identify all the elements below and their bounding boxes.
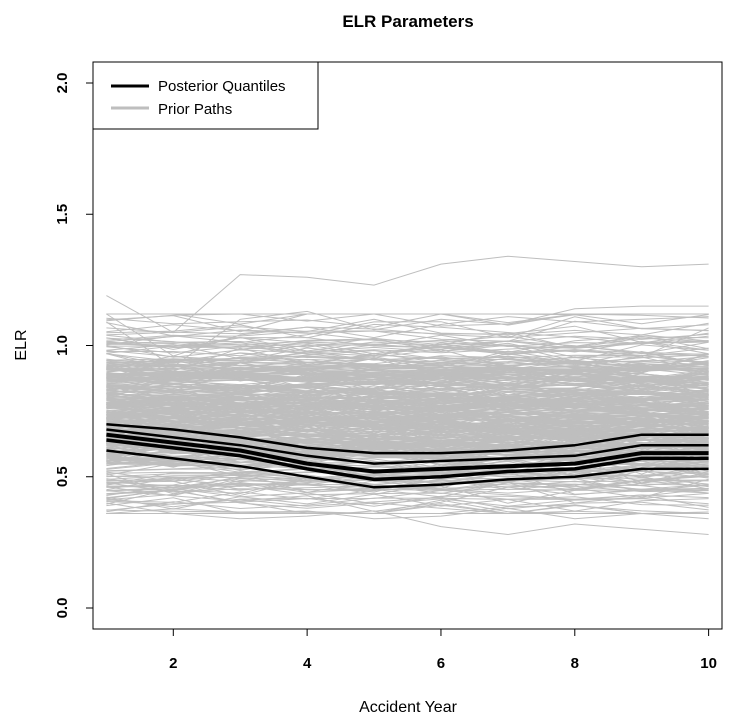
posterior-quantile-line: [106, 423, 709, 455]
prior-path: [106, 350, 709, 367]
chart-title: ELR Parameters: [342, 12, 473, 31]
prior-path: [106, 320, 709, 342]
posterior-quantiles-layer: [106, 423, 709, 489]
prior-path: [106, 327, 709, 358]
prior-path: [106, 469, 709, 486]
prior-path: [106, 372, 709, 400]
prior-path: [106, 410, 709, 431]
prior-path: [106, 372, 709, 390]
prior-path-outlier: [106, 502, 709, 536]
x-axis-label: Accident Year: [359, 699, 458, 716]
y-axis: 0.0 0.5 1.0 1.5 2.0: [54, 73, 94, 619]
prior-path: [106, 496, 709, 511]
x-tick-label: 4: [303, 655, 312, 672]
prior-path-outlier: [106, 305, 709, 368]
posterior-quantile-line: [106, 428, 709, 465]
y-axis-label: ELR: [13, 329, 30, 360]
legend: Posterior Quantiles Prior Paths: [92, 61, 319, 130]
y-tick-label: 1.5: [54, 204, 71, 225]
prior-path: [106, 345, 709, 361]
x-tick-label: 8: [571, 655, 579, 672]
prior-path-outlier: [106, 489, 709, 515]
posterior-quantile-line: [106, 449, 709, 489]
legend-label-posterior: Posterior Quantiles: [158, 78, 286, 95]
prior-path: [106, 415, 709, 436]
legend-label-prior: Prior Paths: [158, 101, 232, 118]
prior-path: [106, 409, 709, 435]
prior-path: [106, 316, 709, 344]
x-axis: 2 4 6 8 10: [169, 628, 717, 672]
prior-path: [106, 501, 709, 515]
prior-path: [106, 484, 709, 501]
prior-path: [106, 313, 709, 333]
posterior-quantile-line: [106, 438, 709, 482]
prior-path: [106, 373, 709, 391]
prior-path: [106, 413, 709, 433]
prior-path: [106, 357, 709, 375]
prior-path: [106, 410, 709, 433]
prior-path: [106, 397, 709, 413]
prior-path: [106, 375, 709, 391]
prior-path: [106, 412, 709, 425]
prior-path: [106, 497, 709, 513]
prior-path: [106, 313, 709, 324]
prior-path: [106, 442, 709, 466]
prior-path: [106, 398, 709, 412]
prior-path: [106, 372, 709, 389]
prior-path: [106, 397, 709, 416]
prior-path: [106, 363, 709, 376]
prior-paths-layer: [106, 255, 709, 536]
legend-box: [92, 61, 319, 130]
prior-path: [106, 420, 709, 445]
y-tick-label: 1.0: [54, 335, 71, 356]
y-tick-label: 2.0: [54, 73, 71, 94]
prior-path: [106, 426, 709, 456]
posterior-quantile-line: [106, 432, 709, 474]
prior-path: [106, 364, 709, 380]
prior-path: [106, 318, 709, 336]
y-tick-label: 0.0: [54, 598, 71, 619]
prior-path: [106, 393, 709, 416]
prior-path: [106, 373, 709, 391]
prior-path: [106, 446, 709, 459]
y-tick-label: 0.5: [54, 466, 71, 487]
prior-path: [106, 488, 709, 507]
prior-path-outlier: [106, 255, 709, 334]
prior-path-outlier: [106, 313, 709, 357]
prior-path: [106, 471, 709, 497]
prior-path: [106, 423, 709, 443]
prior-path: [106, 407, 709, 431]
prior-path: [106, 342, 709, 362]
prior-path: [106, 372, 709, 394]
prior-path: [106, 368, 709, 389]
prior-path: [106, 416, 709, 433]
prior-path: [106, 313, 709, 328]
prior-path: [106, 329, 709, 353]
x-tick-label: 10: [700, 655, 717, 672]
prior-path: [106, 384, 709, 402]
x-tick-label: 2: [169, 655, 177, 672]
prior-path-outlier: [106, 497, 709, 520]
x-tick-label: 6: [437, 655, 445, 672]
prior-path: [106, 358, 709, 376]
